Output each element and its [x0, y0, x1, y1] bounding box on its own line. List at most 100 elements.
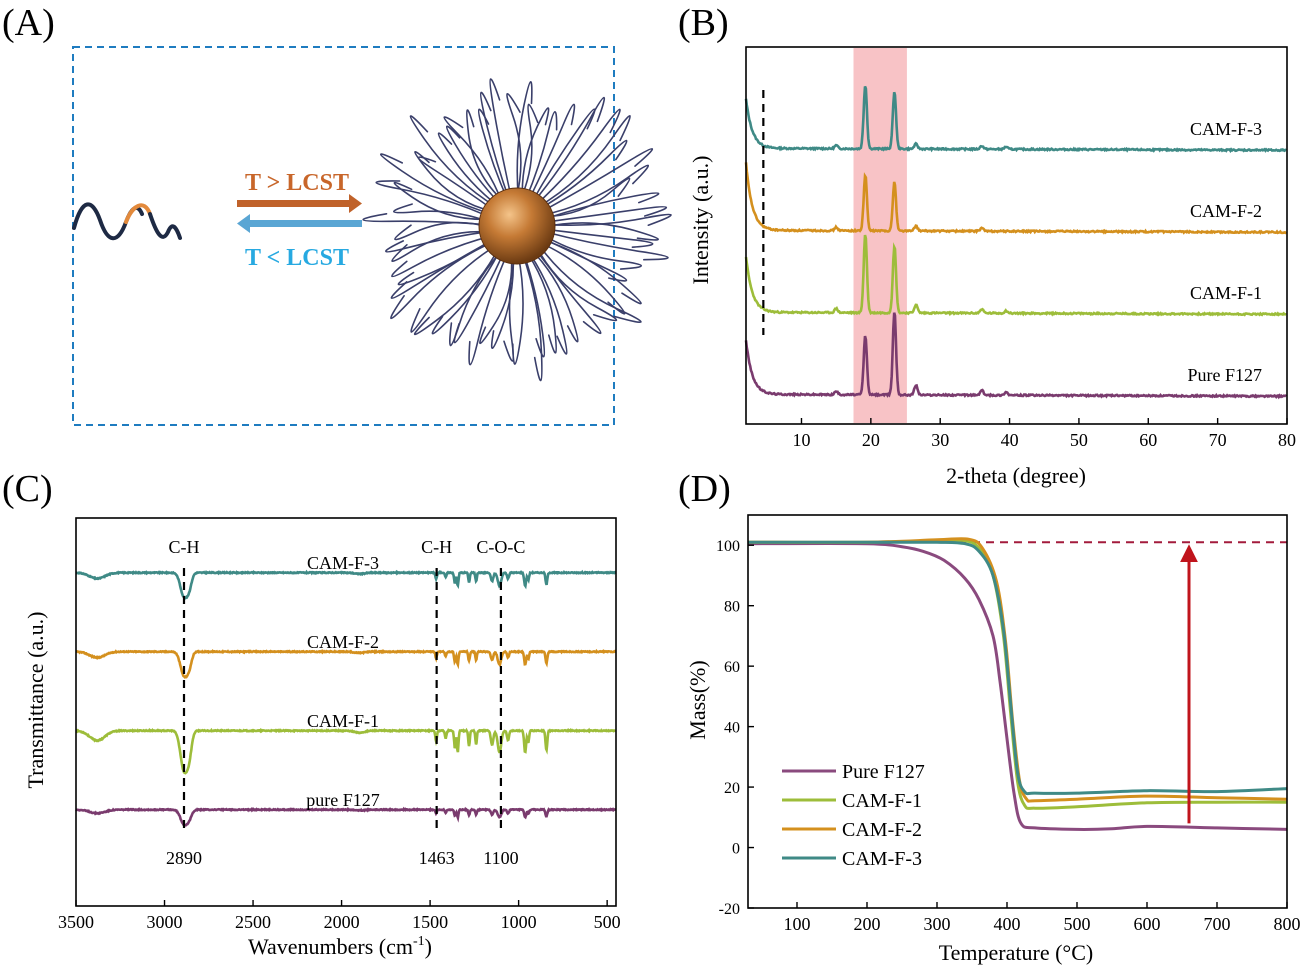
micelle-chain — [375, 180, 493, 219]
x-tick-label: 1500 — [412, 912, 448, 932]
panel-a-schematic: T > LCST T < LCST — [72, 46, 672, 426]
series-line-pure-f127 — [75, 806, 616, 827]
legend-label: CAM-F-2 — [842, 819, 922, 841]
plot-frame — [745, 46, 1288, 425]
x-tick-label: 70 — [1209, 430, 1227, 450]
micelle-chain — [539, 238, 642, 305]
micelle-chain — [533, 108, 621, 207]
x-axis-title-end: ) — [425, 934, 432, 959]
series-label-cam-f-3: CAM-F-3 — [1190, 119, 1262, 139]
x-tick-label: 2000 — [324, 912, 360, 932]
x-axis-title: Wavenumbers (cm-1) — [248, 934, 432, 959]
micelle-chain — [542, 192, 660, 221]
micelle-chain — [410, 243, 499, 333]
micelle-chain — [537, 241, 626, 315]
x-tick-label: 80 — [1278, 430, 1296, 450]
micelle-chain — [392, 203, 492, 224]
y-tick-label: -20 — [719, 901, 740, 918]
x-tick-label: 30 — [931, 430, 949, 450]
micelle-chain — [417, 156, 496, 212]
plot-frame — [75, 517, 617, 907]
x-tick-label: 700 — [1204, 914, 1231, 934]
peak-marker-bottom-label: 2890 — [166, 848, 202, 868]
series-line-pure-f127 — [747, 541, 1288, 831]
reverse-arrow-icon — [237, 214, 362, 233]
y-tick-label: 100 — [716, 538, 740, 555]
series-line-cam-f-2 — [75, 648, 617, 679]
series-line-cam-f-1 — [75, 727, 617, 775]
axis-ticks: 100 200 300 400 500 600 700 800 -20 0 20 40 60 80 100 — [716, 538, 1301, 934]
micelle-chain — [525, 250, 557, 354]
micelle-chain — [542, 228, 654, 248]
x-tick-label: 600 — [1134, 914, 1161, 934]
micelle-chain — [477, 108, 509, 202]
micelle-chain — [446, 125, 502, 206]
x-tick-label: 500 — [594, 912, 621, 932]
micelle-chain — [539, 148, 654, 214]
series-labels: CAM-F-3 CAM-F-2 CAM-F-1 pure F127 — [306, 553, 380, 810]
panel-letter-b: (B) — [678, 2, 729, 44]
y-axis-title: Mass(%) — [685, 660, 710, 739]
micelle-chain — [535, 115, 631, 209]
micelle-chain — [479, 251, 513, 345]
panel-letter-d: (D) — [678, 468, 731, 510]
micelle-chain — [521, 107, 550, 201]
x-axis-ticks: 10 20 30 40 50 60 70 80 — [792, 418, 1296, 450]
micelle-chain — [380, 153, 494, 216]
micelle-chain — [511, 251, 524, 365]
peak-marker-top-label: C-O-C — [476, 537, 525, 557]
peak-marker-bottom-label: 1100 — [483, 848, 518, 868]
series-line-cam-f-3 — [75, 569, 617, 601]
x-tick-label: 40 — [1001, 430, 1019, 450]
x-tick-label: 400 — [994, 914, 1021, 934]
micelle-chain — [516, 81, 533, 201]
x-tick-label: 200 — [854, 914, 881, 934]
highlight-band — [853, 48, 907, 423]
micelle-chain — [542, 205, 668, 224]
series-label-cam-f-3: CAM-F-3 — [307, 553, 379, 573]
panel-letter-c: (C) — [2, 468, 53, 510]
series-line-cam-f-2 — [744, 162, 1288, 235]
micelle-chain — [489, 78, 513, 201]
micelle-chain — [391, 235, 494, 278]
micelle-chain — [519, 103, 539, 201]
x-axis-ticks: 3500 3000 2500 2000 1500 1000 500 — [58, 900, 621, 932]
micelle-chain — [437, 132, 500, 208]
micelle-chain — [391, 230, 492, 262]
panel-c-ftir-chart: C-H 2890 C-H 1463 C-O-C 1100 3500 3000 2500 2000… — [23, 517, 621, 959]
x-tick-label: 50 — [1070, 430, 1088, 450]
series-line-pure-f127 — [744, 312, 1287, 400]
micelle-chain — [449, 248, 505, 347]
x-tick-label: 10 — [792, 430, 810, 450]
x-tick-label: 1000 — [501, 912, 537, 932]
legend: Pure F127 CAM-F-1 CAM-F-2 CAM-F-3 — [782, 761, 925, 870]
peak-marker-top-label: C-H — [421, 537, 452, 557]
series-label-pure-f127: Pure F127 — [1187, 365, 1262, 385]
y-tick-label: 80 — [724, 599, 740, 616]
micelle-chain — [521, 251, 543, 382]
x-axis-title-main: Wavenumbers (cm — [248, 934, 413, 959]
polymer-chain-icon — [72, 202, 182, 241]
micelle-chain — [414, 151, 496, 213]
forward-arrow-icon — [237, 194, 362, 213]
micelle-chain — [529, 248, 579, 343]
series-label-cam-f-2: CAM-F-2 — [1190, 201, 1262, 221]
series-label-cam-f-1: CAM-F-1 — [1190, 283, 1262, 303]
series-line-cam-f-3 — [744, 85, 1287, 154]
micelle-chain — [506, 92, 522, 201]
peak-marker-top-label: C-H — [169, 537, 200, 557]
series-label-cam-f-2: CAM-F-2 — [307, 632, 379, 652]
legend-label: Pure F127 — [842, 761, 925, 783]
micelle-chain — [531, 96, 606, 205]
micelle-chain — [537, 139, 628, 211]
x-tick-label: 100 — [784, 914, 811, 934]
micelle-chain — [490, 251, 515, 350]
x-tick-label: 20 — [862, 430, 880, 450]
micelle-chain — [541, 177, 631, 218]
arrow-top-label: T > LCST — [245, 170, 349, 196]
panel-b-xrd-chart: 10 20 30 40 50 60 70 80 CAM-F-3 CAM-F-2 CAM-F-1 Pu… — [688, 46, 1296, 488]
y-tick-label: 20 — [724, 780, 740, 797]
tga-series-group — [747, 537, 1288, 831]
micelle-chain — [453, 248, 506, 344]
series-labels: CAM-F-3 CAM-F-2 CAM-F-1 Pure F127 — [1187, 119, 1262, 385]
